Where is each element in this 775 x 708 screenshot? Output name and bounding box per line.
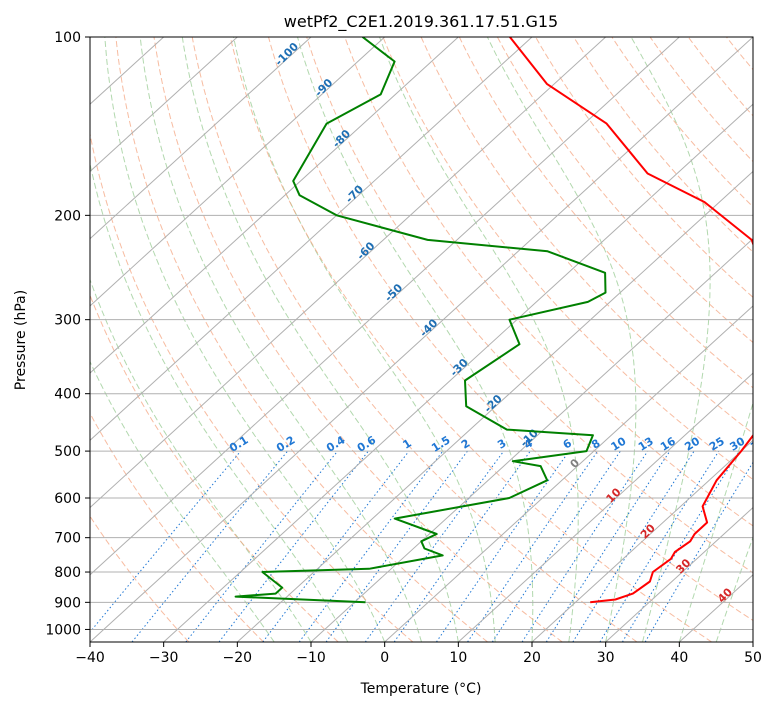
- isotherm-line: [90, 37, 680, 576]
- isotherm-line: [384, 305, 753, 642]
- mixing-ratio-line: [185, 450, 338, 642]
- moist-adiabat-line: [486, 37, 637, 642]
- isotherm-line: [90, 37, 238, 173]
- x-tick-label: 10: [449, 650, 467, 666]
- moist-adiabat-line: [233, 37, 496, 642]
- dry-adiabat-line: [90, 131, 414, 642]
- y-tick-label: 400: [54, 387, 81, 403]
- isotherm-line: [90, 37, 312, 240]
- y-axis-title: Pressure (hPa): [13, 290, 29, 390]
- mixing-ratio-line: [572, 450, 695, 642]
- dry-adiabat-line: [573, 37, 753, 253]
- y-tick-label: 800: [54, 565, 81, 581]
- dry-adiabat-line: [191, 37, 638, 642]
- dry-adiabat-line: [268, 37, 753, 622]
- dry-adiabat-line: [115, 37, 488, 642]
- y-tick-label: 1000: [45, 622, 81, 638]
- moist-adiabat-line: [139, 37, 422, 642]
- dry-adiabat-line: [496, 37, 753, 344]
- x-axis-title: Temperature (°C): [360, 681, 482, 697]
- isotherm-line: [163, 103, 753, 642]
- y-axis: 100 200 300 400 500 600 700 800 900 1000: [45, 30, 90, 638]
- mixing-ratio-line: [644, 461, 753, 642]
- isotherm-line: [90, 37, 386, 307]
- isotherm-line: [90, 37, 607, 509]
- dry-adiabats: [90, 37, 753, 642]
- dry-adiabat-line: [649, 37, 753, 163]
- y-tick-label: 200: [54, 208, 81, 224]
- isotherm-line: [90, 37, 459, 374]
- dry-adiabat-line: [90, 412, 264, 642]
- dry-adiabat-line: [229, 37, 712, 642]
- y-tick-label: 900: [54, 595, 81, 611]
- moist-adiabat-line: [379, 37, 579, 642]
- x-axis: −40 −30 −20 −10 0 10 20 30 40 50: [75, 642, 762, 666]
- moist-adiabat-line: [297, 37, 534, 642]
- isotherm-line: [457, 372, 753, 642]
- x-tick-label: −10: [296, 650, 326, 666]
- y-tick-label: 100: [54, 30, 81, 46]
- mixing-ratio-line: [545, 450, 671, 642]
- mixing-ratio-label: 36: [748, 434, 768, 453]
- x-tick-label: 20: [523, 650, 541, 666]
- isotherm-line: [236, 170, 753, 642]
- dry-adiabat-line: [90, 515, 190, 642]
- dry-adiabat-line: [306, 37, 753, 574]
- x-tick-label: 40: [670, 650, 688, 666]
- grid: [90, 37, 753, 642]
- x-tick-label: −30: [149, 650, 179, 666]
- x-tick-label: −40: [75, 650, 105, 666]
- dry-adiabat-line: [153, 37, 563, 642]
- dry-adiabat-line: [611, 37, 753, 208]
- isotherm-line: [605, 506, 753, 642]
- moist-adiabat-line: [678, 401, 753, 642]
- mixing-ratio-line: [218, 450, 369, 642]
- mixing-ratio-line: [393, 450, 531, 642]
- moist-adiabat-line: [181, 37, 459, 642]
- x-tick-label: −20: [223, 650, 253, 666]
- plot-frame: [89, 36, 754, 643]
- mixing-ratio-line: [131, 450, 288, 642]
- x-tick-label: 50: [744, 650, 762, 666]
- x-tick-label: 30: [597, 650, 615, 666]
- isotherm-line: [90, 37, 533, 442]
- dry-adiabat-line: [90, 293, 339, 642]
- isotherm-line: [90, 37, 753, 642]
- mixing-ratio-line: [262, 450, 410, 642]
- y-tick-label: 700: [54, 531, 81, 547]
- dry-adiabat-line: [535, 37, 753, 298]
- y-tick-label: 300: [54, 313, 81, 329]
- plot-area: 0.10.20.40.611.52346810131620253036-100-…: [90, 37, 768, 642]
- y-tick-label: 500: [54, 444, 81, 460]
- moist-adiabat-line: [90, 360, 275, 642]
- temperature-line: [509, 37, 753, 604]
- x-tick-label: 0: [380, 650, 389, 666]
- mixing-ratio-line: [364, 450, 505, 642]
- dewpoint-line: [234, 37, 607, 604]
- profiles: [234, 37, 753, 604]
- mixing-ratio-line: [90, 450, 242, 633]
- y-tick-label: 600: [54, 491, 81, 507]
- dry-adiabat-line: [382, 37, 753, 481]
- mixing-ratio-line: [467, 450, 599, 642]
- mixing-ratio-line: [599, 450, 720, 642]
- isotherm-line: [531, 439, 753, 642]
- chart-title: wetPf2_C2E1.2019.361.17.51.G15: [284, 12, 558, 32]
